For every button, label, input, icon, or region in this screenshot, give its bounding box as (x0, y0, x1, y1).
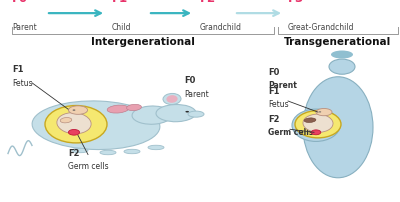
Text: F2: F2 (68, 148, 80, 158)
Ellipse shape (292, 109, 340, 141)
Ellipse shape (311, 130, 321, 135)
Text: Germ cells: Germ cells (268, 128, 313, 137)
Text: F0: F0 (268, 68, 279, 77)
Ellipse shape (45, 105, 107, 143)
Ellipse shape (72, 148, 88, 153)
Text: Transgenerational: Transgenerational (284, 37, 392, 47)
Ellipse shape (124, 149, 140, 154)
Ellipse shape (188, 111, 204, 117)
Text: Grandchild: Grandchild (200, 23, 242, 32)
Ellipse shape (166, 95, 178, 103)
Ellipse shape (68, 129, 80, 135)
Text: Child: Child (112, 23, 132, 32)
Ellipse shape (329, 59, 355, 74)
Ellipse shape (148, 145, 164, 150)
Text: F1: F1 (268, 87, 280, 96)
Text: Intergenerational: Intergenerational (91, 37, 195, 47)
Ellipse shape (295, 111, 341, 138)
Ellipse shape (100, 150, 116, 155)
Ellipse shape (303, 114, 333, 132)
Text: Fetus: Fetus (12, 79, 33, 88)
Ellipse shape (186, 111, 189, 113)
Text: Parent: Parent (12, 23, 37, 32)
Text: F0: F0 (12, 0, 28, 5)
Text: F2: F2 (200, 0, 216, 5)
Text: Great-Grandchild: Great-Grandchild (288, 23, 354, 32)
Ellipse shape (156, 104, 196, 122)
Text: F1: F1 (112, 0, 128, 5)
Text: F2: F2 (268, 115, 280, 124)
Ellipse shape (316, 108, 332, 116)
Ellipse shape (331, 50, 353, 59)
Ellipse shape (304, 118, 316, 122)
Text: Fetus: Fetus (268, 100, 289, 109)
Ellipse shape (73, 109, 76, 111)
Text: F1: F1 (12, 65, 24, 74)
Text: F3: F3 (288, 0, 304, 5)
Ellipse shape (68, 106, 88, 114)
Ellipse shape (126, 104, 142, 111)
Ellipse shape (132, 106, 172, 124)
Text: F0: F0 (184, 76, 195, 85)
Text: Parent: Parent (268, 81, 297, 90)
Ellipse shape (163, 94, 181, 104)
Ellipse shape (57, 113, 91, 134)
Text: Parent: Parent (184, 90, 209, 99)
Ellipse shape (107, 105, 129, 113)
Text: Germ cells: Germ cells (68, 162, 109, 171)
Ellipse shape (60, 118, 72, 123)
Ellipse shape (303, 77, 373, 178)
Ellipse shape (32, 101, 160, 149)
